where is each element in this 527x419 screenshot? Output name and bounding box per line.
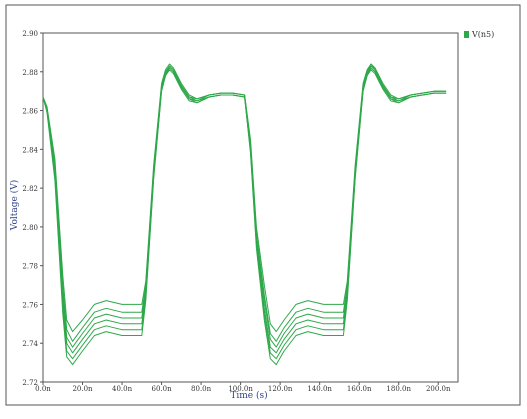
x-tick-label: 0.0n <box>35 385 51 393</box>
legend: V(n5) <box>464 30 494 39</box>
x-tick-label: 140.0n <box>307 385 332 393</box>
y-tick-label: 2.82 <box>22 185 38 193</box>
x-tick-label: 180.0n <box>386 385 411 393</box>
legend-label: V(n5) <box>471 30 494 39</box>
x-tick-label: 80.0n <box>191 385 212 393</box>
x-axis-ticks: 0.0n 20.0n 40.0n 60.0n 80.0n 100.0n 120.0n 140.… <box>35 382 451 393</box>
y-tick-label: 2.78 <box>22 263 38 271</box>
y-tick-label: 2.72 <box>22 379 38 387</box>
x-tick-label: 160.0n <box>347 385 372 393</box>
y-axis-ticks: 2.72 2.74 2.76 2.78 2.80 2.82 2.84 2.86 2.88 2.90 <box>22 30 43 387</box>
series-line-3 <box>42 65 447 348</box>
series-layer <box>42 63 447 366</box>
x-tick-label: 200.0n <box>426 385 451 393</box>
x-axis-label: Time (s) <box>230 390 267 401</box>
x-tick-label: 100.0n <box>228 385 253 393</box>
outer-border <box>5 4 521 406</box>
y-tick-label: 2.76 <box>22 301 38 309</box>
y-tick-label: 2.86 <box>22 108 38 116</box>
plot-area <box>42 32 459 383</box>
x-tick-label: 40.0n <box>112 385 133 393</box>
legend-swatch <box>464 31 469 38</box>
outer-frame-rect <box>5 4 521 406</box>
y-tick-label: 2.74 <box>22 340 38 348</box>
y-tick-label: 2.88 <box>22 69 38 77</box>
series-line-6 <box>42 69 447 366</box>
x-tick-label: 120.0n <box>268 385 293 393</box>
y-tick-label: 2.80 <box>22 224 38 232</box>
x-tick-label: 60.0n <box>152 385 173 393</box>
plot-border <box>42 32 459 383</box>
y-axis-label: Voltage (V) <box>9 180 20 231</box>
y-tick-label: 2.84 <box>22 146 38 154</box>
y-tick-label: 2.90 <box>22 30 38 38</box>
x-tick-label: 20.0n <box>72 385 93 393</box>
